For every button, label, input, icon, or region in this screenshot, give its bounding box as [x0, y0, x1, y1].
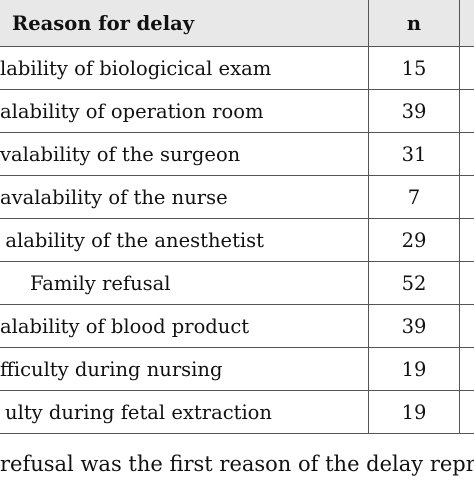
reason-cell: ulty during fetal extraction [0, 391, 369, 434]
cut-off-cell [460, 133, 474, 176]
table-row: ulty during fetal extraction 19 [0, 391, 474, 434]
cut-off-cell [460, 47, 474, 90]
reason-cell: avalability of the nurse [0, 176, 369, 219]
count-cell: 39 [369, 305, 460, 348]
count-cell: 19 [369, 348, 460, 391]
table-row: lability of biologicical exam 15 [0, 47, 474, 90]
count-cell: 31 [369, 133, 460, 176]
table-row: alability of blood product 39 [0, 305, 474, 348]
reason-cell: fficulty during nursing [0, 348, 369, 391]
table-row: valability of the surgeon 31 [0, 133, 474, 176]
count-cell: 39 [369, 90, 460, 133]
column-header-n: n [369, 0, 460, 47]
reason-cell: Family refusal [0, 262, 369, 305]
count-cell: 15 [369, 47, 460, 90]
table-row: avalability of the nurse 7 [0, 176, 474, 219]
table-row: alability of the anesthetist 29 [0, 219, 474, 262]
count-cell: 19 [369, 391, 460, 434]
data-table: Reason for delay n lability of biologici… [0, 0, 474, 434]
column-header-cut-off [460, 0, 474, 47]
reason-cell: alability of operation room [0, 90, 369, 133]
cut-off-cell [460, 176, 474, 219]
reason-cell: lability of biologicical exam [0, 47, 369, 90]
reason-cell: valability of the surgeon [0, 133, 369, 176]
cut-off-cell [460, 219, 474, 262]
count-cell: 52 [369, 262, 460, 305]
reason-cell: alability of blood product [0, 305, 369, 348]
cut-off-cell [460, 305, 474, 348]
table-row: Family refusal 52 [0, 262, 474, 305]
cut-off-cell [460, 348, 474, 391]
delay-reasons-table: Reason for delay n lability of biologici… [0, 0, 474, 434]
column-header-reason: Reason for delay [0, 0, 369, 47]
count-cell: 29 [369, 219, 460, 262]
table-row: alability of operation room 39 [0, 90, 474, 133]
cut-off-cell [460, 262, 474, 305]
footnote-text: refusal was the first reason of the dela… [0, 452, 474, 482]
table-row: fficulty during nursing 19 [0, 348, 474, 391]
cut-off-cell [460, 90, 474, 133]
count-cell: 7 [369, 176, 460, 219]
cut-off-cell [460, 391, 474, 434]
header-row: Reason for delay n [0, 0, 474, 47]
reason-cell: alability of the anesthetist [0, 219, 369, 262]
